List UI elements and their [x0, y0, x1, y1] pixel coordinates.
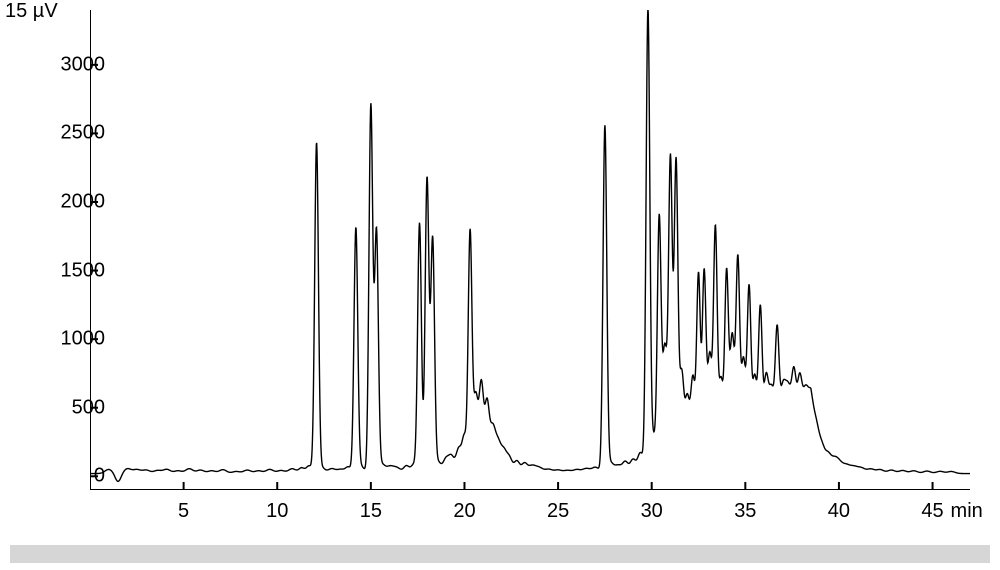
y-tick-label: 1500	[61, 259, 106, 282]
chromatogram-trace	[90, 10, 970, 481]
chromatogram-chart	[90, 10, 970, 520]
y-tick-label: 3000	[61, 53, 106, 76]
y-tick-label: 0	[94, 465, 105, 488]
x-tick-label: 10	[266, 500, 288, 523]
x-tick-label: 5	[178, 500, 189, 523]
x-tick-label: 40	[828, 500, 850, 523]
y-tick-label: 2500	[61, 122, 106, 145]
x-tick-label: 25	[547, 500, 569, 523]
y-tick-label: 500	[72, 396, 105, 419]
x-tick-label: 15	[360, 500, 382, 523]
y-tick-label: 1000	[61, 328, 106, 351]
footer-bar	[10, 545, 990, 563]
x-tick-label: 45	[921, 500, 943, 523]
chromatogram-svg	[90, 10, 970, 490]
x-tick-label: 35	[734, 500, 756, 523]
y-tick-label: 2000	[61, 191, 106, 214]
x-tick-label: 20	[453, 500, 475, 523]
x-axis-unit: min	[951, 500, 983, 523]
x-tick-label: 30	[641, 500, 663, 523]
y-axis-unit: 15 µV	[5, 0, 58, 23]
